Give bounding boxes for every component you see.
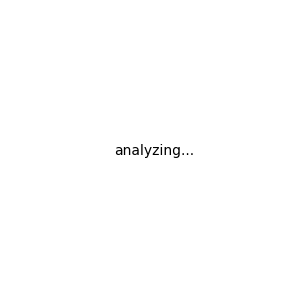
- Text: analyzing...: analyzing...: [114, 145, 194, 158]
